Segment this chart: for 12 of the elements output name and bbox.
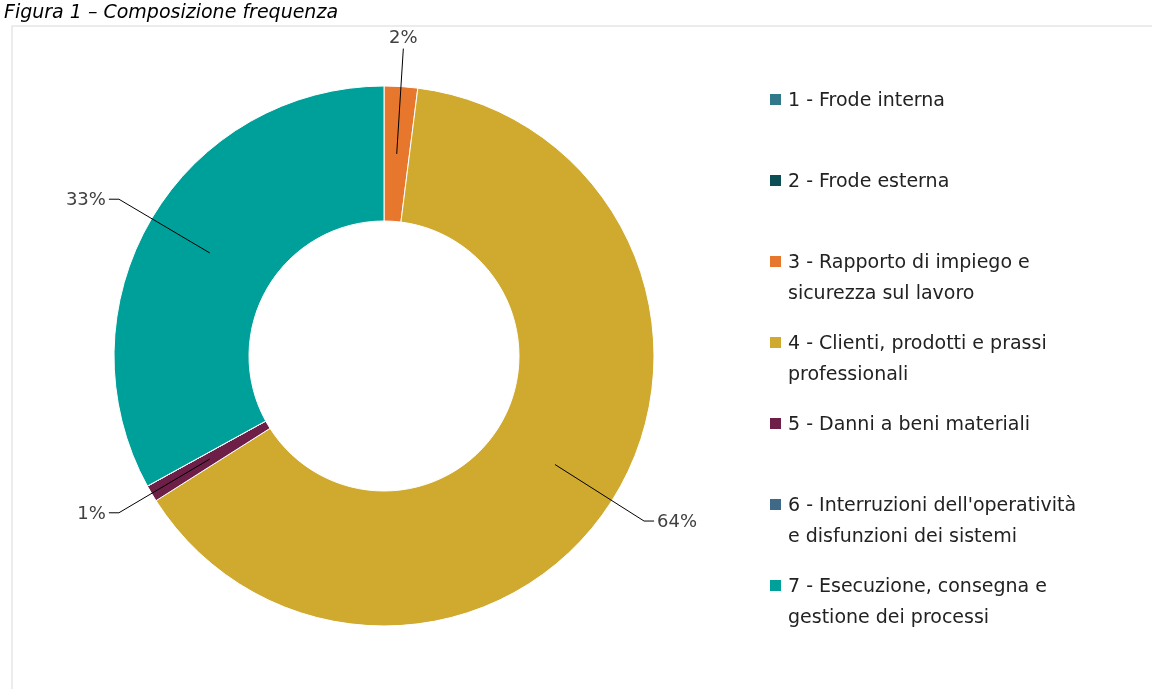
legend-label: 2 - Frode esterna	[788, 169, 950, 191]
legend-label: 3 - Rapporto di impiego e sicurezza sul lavoro	[788, 250, 1030, 303]
data-label: 2%	[389, 25, 418, 47]
data-label: 64%	[657, 510, 698, 532]
legend-label: 6 - Interruzioni dell'operatività e disfunzioni dei sistemi	[788, 493, 1077, 546]
legend-label: 5 - Danni a beni materiali	[788, 412, 1031, 434]
data-label: 1%	[77, 501, 106, 523]
chart-title: Figura 1 – Composizione frequenza	[4, 0, 339, 22]
data-label: 33%	[65, 188, 106, 210]
legend-label: 7 - Esecuzione, consegna e gestione dei processi	[788, 574, 1047, 627]
legend-label: 1 - Frode interna	[788, 88, 946, 110]
legend-label: 4 - Clienti, prodotti e prassi professionali	[788, 331, 1047, 384]
